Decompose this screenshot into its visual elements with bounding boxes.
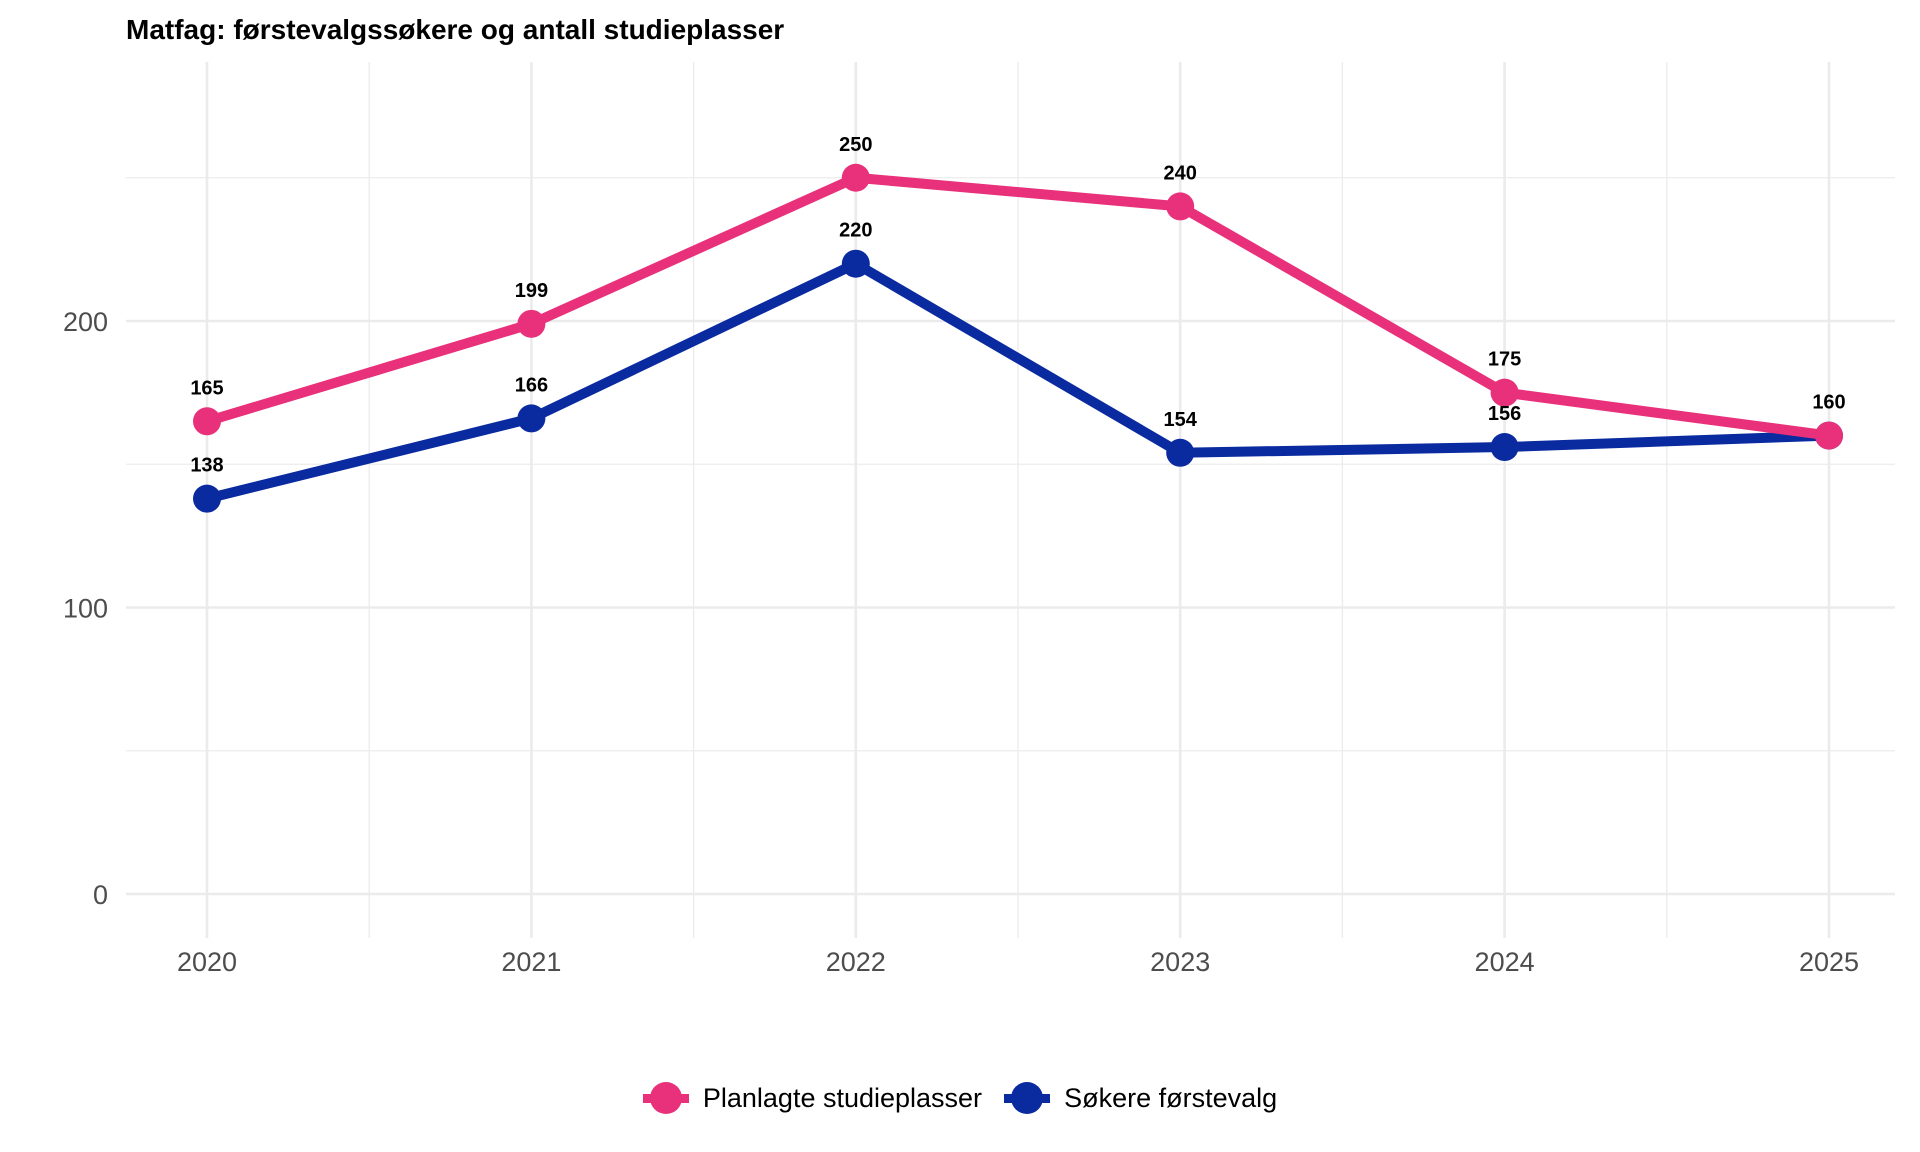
legend-key-pink — [642, 1080, 689, 1116]
data-point — [841, 163, 870, 192]
series-line — [205, 258, 1830, 504]
data-label: 199 — [515, 280, 548, 302]
chart-title: Matfag: førstevalgssøkere og antall stud… — [126, 14, 785, 45]
data-label: 154 — [1164, 409, 1198, 431]
data-point — [517, 404, 546, 433]
data-point — [193, 484, 221, 513]
x-tick-label: 2024 — [1475, 947, 1535, 977]
data-labels: 165 199 250 240 175 160 138 166 220 154 156 — [190, 134, 1845, 477]
data-point — [1815, 421, 1843, 450]
data-label: 250 — [839, 134, 872, 156]
data-label: 240 — [1164, 162, 1197, 184]
data-point — [193, 407, 221, 436]
series-group — [193, 163, 1843, 513]
legend-label: Søkere førstevalg — [1064, 1082, 1278, 1113]
data-point — [517, 309, 546, 338]
x-tick-label: 2025 — [1799, 947, 1859, 977]
series-planlagte-studieplasser — [193, 163, 1843, 450]
data-point — [1490, 433, 1519, 462]
data-label: 138 — [190, 455, 223, 477]
data-point — [1490, 378, 1519, 407]
series-line — [205, 172, 1830, 441]
data-label: 156 — [1488, 403, 1521, 425]
y-tick-label: 0 — [93, 880, 108, 910]
legend: Planlagte studieplasser Søkere førsteval… — [0, 1080, 1920, 1116]
x-tick-label: 2020 — [177, 947, 237, 977]
y-tick-label: 100 — [63, 594, 108, 624]
y-axis-tick-labels: 0 100 200 — [63, 307, 108, 910]
data-label: 160 — [1812, 392, 1845, 414]
x-tick-label: 2021 — [501, 947, 561, 977]
data-point — [1166, 438, 1195, 467]
y-tick-label: 200 — [63, 307, 108, 337]
data-label: 175 — [1488, 349, 1521, 371]
legend-item-sokere[interactable]: Søkere førstevalg — [1004, 1080, 1277, 1116]
legend-key-blue — [1004, 1080, 1051, 1116]
x-tick-label: 2023 — [1150, 947, 1210, 977]
data-point — [1166, 192, 1195, 221]
data-label: 166 — [515, 374, 548, 396]
grid — [126, 62, 1895, 938]
data-point — [841, 249, 870, 278]
data-label: 165 — [190, 377, 223, 399]
legend-label: Planlagte studieplasser — [702, 1082, 983, 1113]
x-tick-label: 2022 — [826, 947, 886, 977]
data-label: 220 — [839, 220, 872, 242]
x-axis-tick-labels: 2020 2021 2022 2023 2024 2025 — [177, 947, 1859, 977]
legend-item-planlagte[interactable]: Planlagte studieplasser — [642, 1080, 983, 1116]
